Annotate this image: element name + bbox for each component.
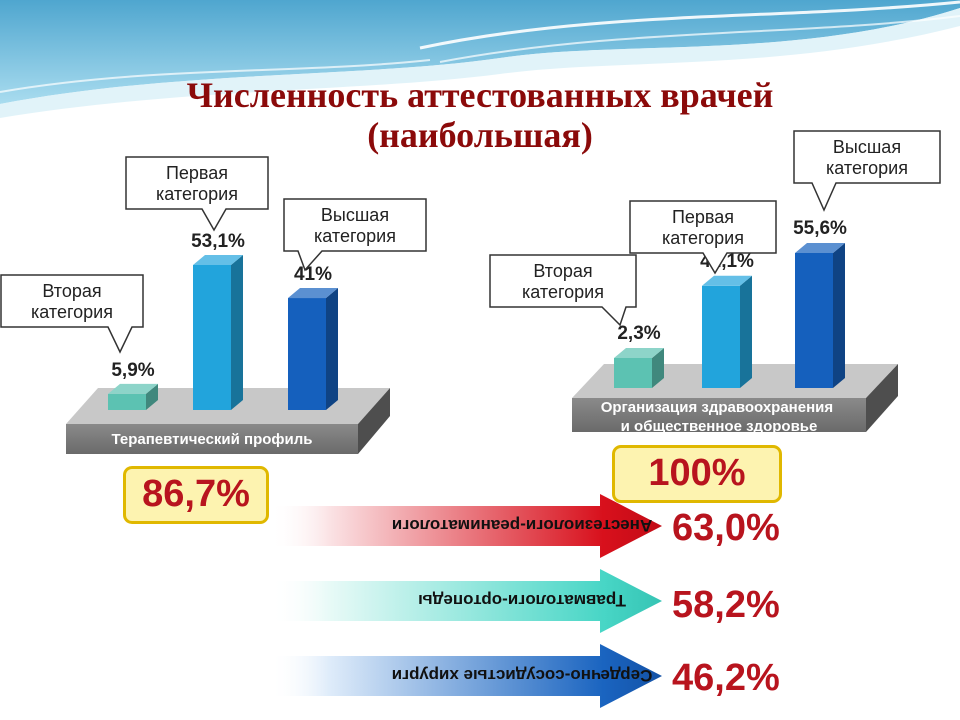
chart1-value-label-2: 53,1% [191,231,245,252]
chart2-callout-3-box [793,130,941,212]
chart1-bar-2-front [193,265,231,410]
chart1-bar-2-side [231,255,243,410]
chart1-bar-3-side [326,288,338,410]
chart2-bar-3-front [795,253,833,388]
chart2-callout-1-box [489,254,637,327]
chart2-bar-1 [614,348,664,388]
chart2-bar-3 [795,243,845,388]
chart2-bar-2-side [740,275,752,388]
chart1-bar-1-side [146,383,158,410]
chart1-callout-1-box [0,274,144,354]
chart1-value-label-3: 41% [294,264,332,285]
chart2-bar-2 [702,275,752,388]
chart2-callout-2-line1: Первая [672,207,734,227]
chart2-bar-1-side [652,348,664,388]
chart1-callout-3-line1: Высшая [321,205,389,225]
chart2-value-label-3: 55,6% [793,218,847,239]
chart2-base-label: Организация здравоохранения и общественн… [601,399,838,435]
chart2-callouts: ВтораякатегорияПерваякатегорияВысшаякате… [489,130,941,327]
chart1-bar-3-top [288,288,338,299]
page-title: Численность аттестованных врачей [186,75,774,115]
chart2-bar-2-top [702,275,752,286]
chart1-value-label-1: 5,9% [111,360,154,381]
chart2-callout-2-line2: категория [662,228,744,248]
chart2-callout-2-box [629,200,777,275]
specialty-arrows: Анестезиологи-реаниматологи Травматологи-… [270,494,662,708]
chart2-callout-1-line1: Вторая [533,261,592,281]
chart2-callout-1-line2: категория [522,282,604,302]
chart2-bar-3-top [795,243,845,253]
chart2-bar-1-front [614,358,652,388]
specialty-label-3: Сердечно-сосудистые хирурги [392,666,653,685]
chart2-bar-1-top [614,348,664,358]
chart2-base-label-line2: и общественное здоровье [621,418,818,435]
chart1-bars: 5,9% 53,1% 41% [108,231,338,410]
specialty-arrow-2 [270,569,662,633]
chart2-bar-3-side [833,243,845,388]
chart2-base-label-line1: Организация здравоохранения [601,399,833,416]
chart2-bars: 2,3%42,1%55,6% [614,218,847,388]
chart1-callout-3-box [283,198,427,272]
chart2-total-badge: 100% [612,445,782,503]
chart1-total-badge: 86,7% [123,466,269,524]
specialty-label-2: Травматологи-ортопеды [418,591,626,610]
page-subtitle: (наибольшая) [367,115,593,155]
chart2-callout-3-line2: категория [826,158,908,178]
chart1-callout-2-box [125,156,269,232]
specialty-value-2: 58,2% [672,584,780,626]
chart1-bar-1 [108,383,158,410]
chart1-callout-1-line1: Вторая [42,281,101,301]
chart2-callout-3-line1: Высшая [833,137,901,157]
chart2-bar-2-front [702,285,740,388]
chart1-bar-2-top [193,255,243,265]
chart1-base-label: Терапевтический профиль [111,431,312,448]
chart1-callouts: ВтораякатегорияПерваякатегорияВысшаякате… [0,156,427,354]
specialty-label-1: Анестезиологи-реаниматологи [392,516,652,535]
specialty-value-3: 46,2% [672,657,780,699]
chart1-callout-2-line2: категория [156,184,238,204]
chart1-bar-1-top [108,383,158,394]
specialty-arrow-1 [270,494,662,558]
chart1-callout-3-line2: категория [314,226,396,246]
chart2-value-label-1: 2,3% [617,323,660,344]
header-decoration [0,0,960,118]
chart1-bar-3 [288,288,338,410]
specialty-value-1: 63,0% [672,507,780,549]
chart1-bar-2 [193,255,243,410]
specialty-arrow-3 [270,644,662,708]
chart1-callout-1-line2: категория [31,302,113,322]
chart1-bar-3-front [288,298,326,410]
chart1-callout-2-line1: Первая [166,163,228,183]
chart1-bar-1-front [108,393,146,410]
